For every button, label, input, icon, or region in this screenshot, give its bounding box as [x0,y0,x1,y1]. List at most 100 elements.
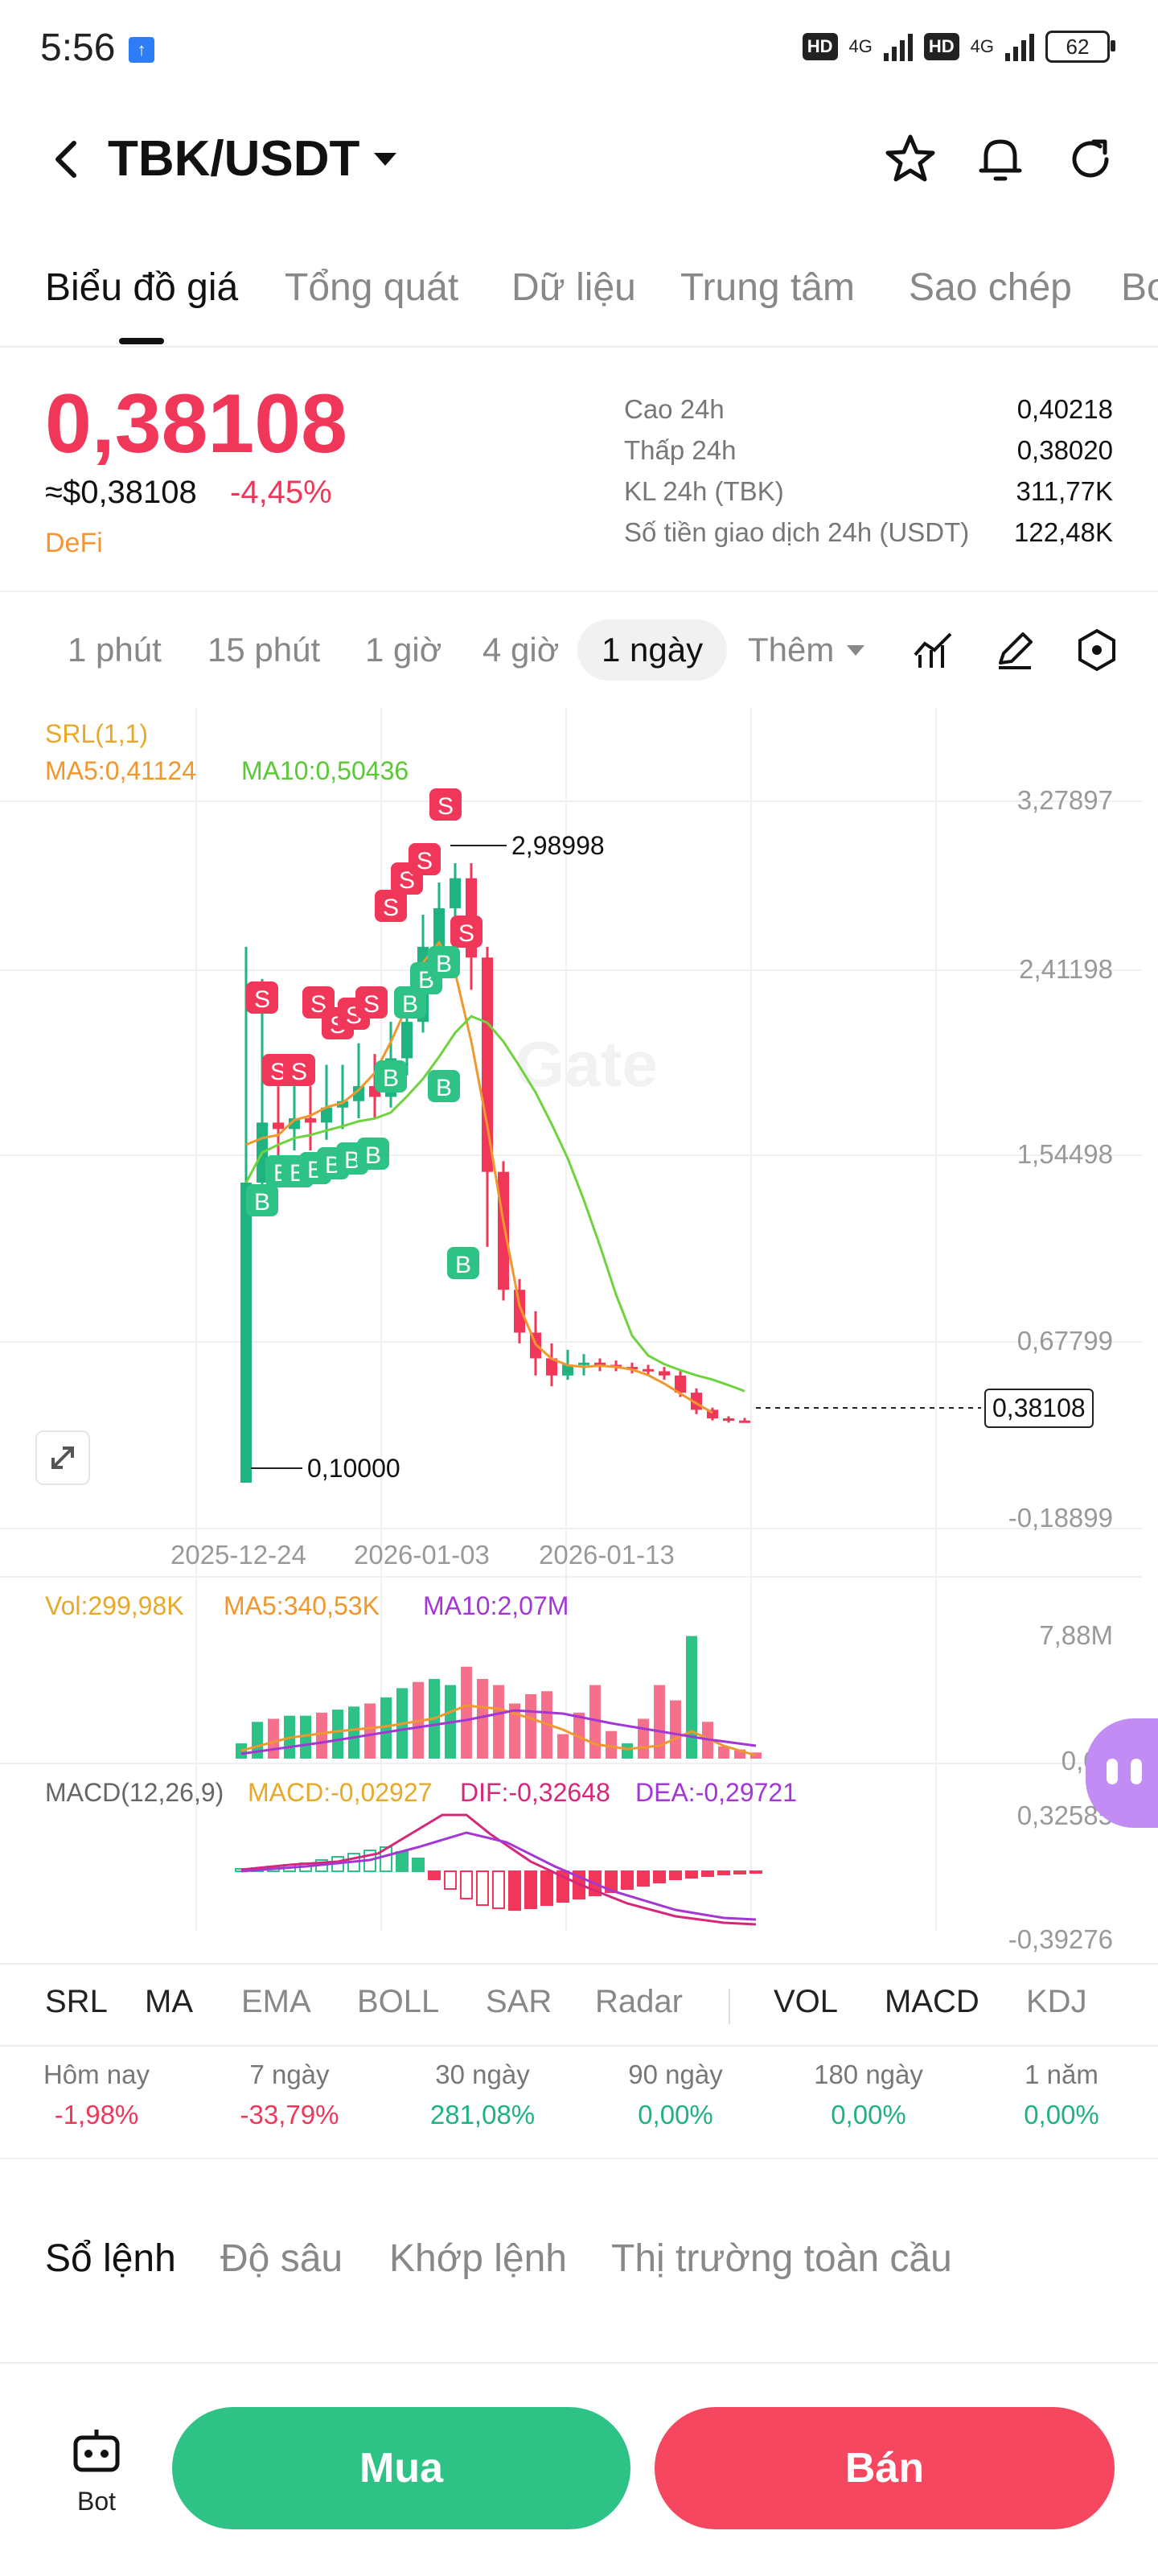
tab-center[interactable]: Trung tâm [680,266,855,309]
macd-histogram-bar [621,1870,634,1890]
signal-letter: B [402,991,418,1018]
volume-bar [252,1722,263,1759]
tab-trades[interactable]: Khớp lệnh [389,2237,567,2280]
volume-bar [461,1666,472,1759]
ind-srl[interactable]: SRL [45,1984,108,2019]
macd-histogram-bar [492,1870,505,1909]
volume-bar [525,1694,536,1759]
tab-global-market[interactable]: Thị trường toàn cầu [611,2237,952,2280]
bot-button[interactable]: Bot [64,2425,129,2516]
macd-histogram-bar [653,1870,666,1883]
price-change: -4,45% [230,475,332,510]
signal-badge [357,1138,389,1170]
candle-body [562,1364,573,1376]
volume-bar [589,1685,601,1759]
settings-hexagon-icon[interactable] [1073,626,1121,674]
status-indicators: HD 4G HD 4G 62 [802,31,1115,63]
signal-badge [450,916,482,948]
interval-more-label: Thêm [748,631,835,669]
refresh-icon[interactable] [1062,130,1119,188]
ind-boll[interactable]: BOLL [357,1984,440,2019]
tab-chart[interactable]: Biểu đồ giá [45,266,239,309]
volume-bar [734,1749,745,1759]
macd-histogram-bar [669,1870,682,1880]
ind-sar[interactable]: SAR [486,1984,552,2019]
perf-30d: 30 ngày 281,08% [429,2060,536,2130]
interval-more[interactable]: Thêm [748,631,865,669]
macd-histogram-bar [428,1870,441,1880]
perf-90d: 90 ngày 0,00% [628,2060,723,2130]
candle-body [353,1086,364,1101]
interval-1d[interactable]: 1 ngày [577,619,728,681]
signal-letter: S [458,920,474,947]
ind-vol[interactable]: VOL [774,1984,839,2019]
buy-button[interactable]: Mua [172,2407,630,2529]
signal-badge [447,1247,479,1279]
tab-overview[interactable]: Tổng quát [285,266,459,309]
sell-button[interactable]: Bán [655,2407,1115,2529]
tab-copy[interactable]: Sao chép [909,266,1072,309]
x-tick: 2026-01-13 [539,1540,675,1570]
candle-body [546,1358,557,1376]
signal-letter: S [270,1059,286,1085]
expand-icon[interactable] [35,1430,90,1485]
candle-body [643,1368,654,1372]
category-tag[interactable]: DeFi [45,528,103,558]
tab-data[interactable]: Dữ liệu [511,266,636,309]
volume-bar [718,1746,729,1759]
draw-pen-icon[interactable] [991,626,1039,674]
ind-ema[interactable]: EMA [241,1984,311,2019]
volume-bar [750,1752,762,1759]
candle-body [289,1118,300,1130]
perf-7d: 7 ngày -33,79% [240,2060,339,2130]
tab-more[interactable]: Bo [1121,266,1158,309]
candle-body [739,1420,750,1423]
candle-body [498,1171,509,1290]
perf-today: Hôm nay -1,98% [43,2060,150,2130]
bell-icon[interactable] [971,130,1029,188]
tab-depth[interactable]: Độ sâu [220,2237,343,2280]
macd-value: MACD:-0,02927 [248,1778,433,1807]
signal-icon [883,32,913,61]
chevron-down-icon [847,644,865,656]
volume-bar [477,1678,488,1759]
signal-badge [429,788,462,821]
ind-kdj[interactable]: KDJ [1026,1984,1087,2019]
indicator-tabs: SRL MA EMA BOLL SAR Radar VOL MACD KDJ [0,1963,1158,2047]
legend-ma10: MA10:0,50436 [241,756,409,785]
ind-macd[interactable]: MACD [885,1984,979,2019]
stat-value-volume: 311,77K [1016,476,1114,506]
indicator-icon[interactable] [909,626,957,674]
signal-badge [375,1060,407,1093]
macd-histogram-bar [749,1870,762,1874]
ind-radar[interactable]: Radar [595,1984,683,2019]
assistant-float-button[interactable] [1086,1718,1158,1828]
perf-180d: 180 ngày 0,00% [814,2060,923,2130]
stat-value-low: 0,38020 [1016,435,1113,465]
upload-notification-icon: ↑ [129,37,154,63]
interval-4h[interactable]: 4 giờ [482,631,560,669]
tab-orderbook[interactable]: Sổ lệnh [45,2237,176,2280]
back-arrow-icon[interactable] [43,135,92,183]
interval-1m[interactable]: 1 phút [68,631,162,669]
pair-selector[interactable]: TBK/USDT [108,130,397,187]
signal-letter: S [383,895,399,921]
macd-histogram-bar [524,1870,537,1909]
interval-1h[interactable]: 1 giờ [365,631,442,669]
star-icon[interactable] [881,130,939,188]
signal-badge [246,1184,278,1216]
vol-ma5-legend: MA5:340,53K [224,1591,380,1620]
price-chart[interactable]: Gate SSSSSSSSSSSSBBBBBBBBBBBBB 2,98998 0… [0,708,1158,1955]
signal-letter: B [436,951,452,977]
watermark: Gate [515,1028,658,1100]
macd-histogram-bar [637,1870,650,1887]
ind-ma[interactable]: MA [145,1984,193,2019]
candle-body [514,1290,525,1333]
stat-label-turnover: Số tiền giao dịch 24h (USDT) [624,517,970,547]
interval-15m[interactable]: 15 phút [207,631,321,669]
signal-letter: S [417,848,433,874]
candle-body [401,1022,413,1059]
candle-body [337,1101,348,1108]
macd-histogram-bar [412,1858,425,1872]
signal-letter: B [254,1189,270,1216]
